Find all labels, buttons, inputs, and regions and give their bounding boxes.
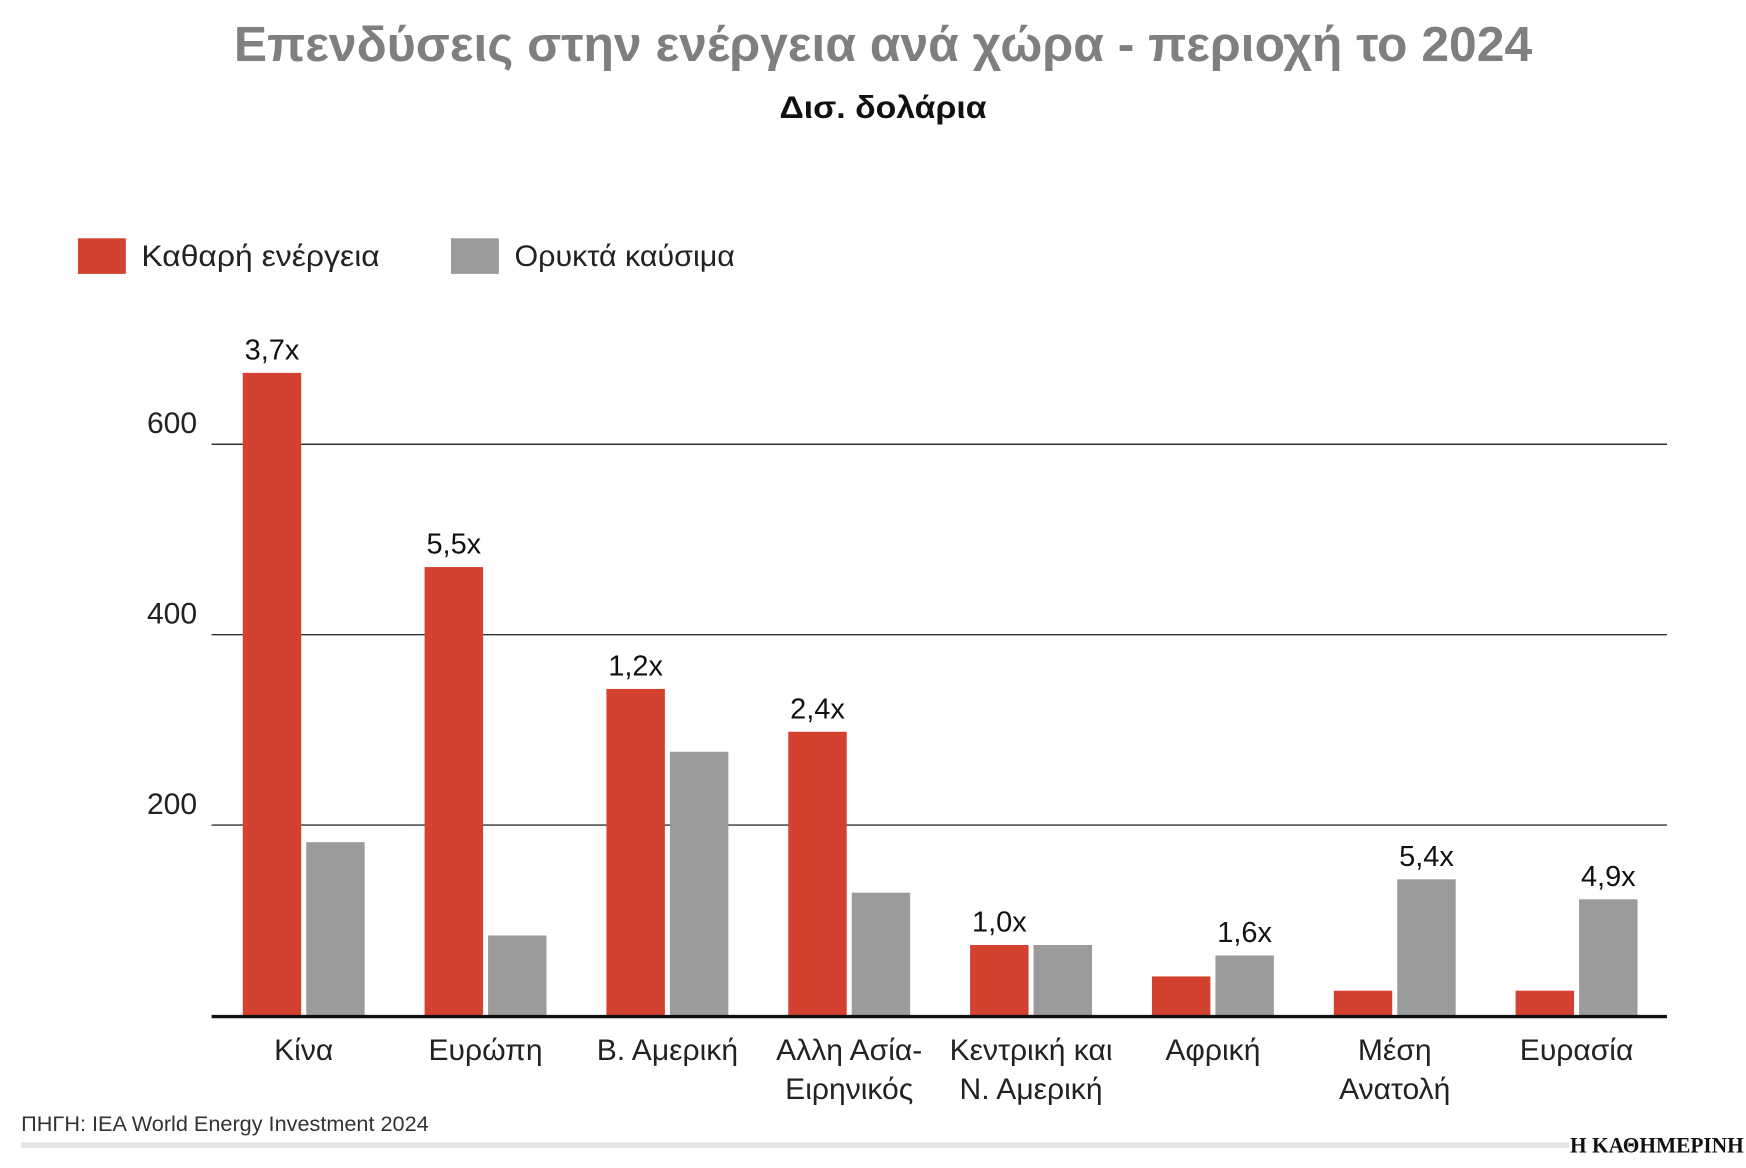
legend-swatch: [450, 238, 499, 274]
x-tick-label: Αλλη Ασία-: [776, 1034, 922, 1067]
bar: [1579, 899, 1638, 1016]
bar: [1397, 879, 1456, 1016]
bars: [211, 372, 1667, 1019]
x-tick-label: Ανατολή: [1339, 1073, 1450, 1106]
bar: [1151, 976, 1211, 1016]
grid: 200 400 600: [147, 407, 1667, 826]
bar: [669, 751, 729, 1016]
x-tick-label: Ευρασία: [1520, 1034, 1634, 1067]
x-tick-label: Κεντρική και: [950, 1034, 1113, 1067]
x-tick-label: Ειρηνικός: [785, 1073, 913, 1106]
x-tick-label: Μέση: [1358, 1034, 1432, 1067]
logo: Η ΚΑΘΗΜΕΡΙΝΗ: [1570, 1132, 1744, 1157]
y-tick-label: 200: [147, 788, 197, 821]
data-label: 5,4x: [1399, 841, 1454, 873]
y-tick-label: 600: [147, 407, 197, 440]
data-label: 1,6x: [1217, 917, 1272, 949]
legend-swatch: [77, 238, 126, 274]
data-label: 3,7x: [245, 335, 300, 367]
legend: Καθαρή ενέργεια Ορυκτά καύσιμα: [77, 238, 735, 274]
chart-title: Επενδύσεις στην ενέργεια ανά χώρα - περι…: [234, 18, 1532, 72]
x-tick-label: Ν. Αμερική: [960, 1073, 1103, 1106]
y-tick-label: 400: [147, 598, 197, 631]
bar: [851, 892, 911, 1016]
x-tick-label: Β. Αμερική: [597, 1034, 738, 1067]
legend-label: Ορυκτά καύσιμα: [514, 240, 734, 273]
bar: [242, 372, 302, 1016]
bar: [424, 567, 484, 1016]
data-label: 4,9x: [1581, 861, 1636, 893]
data-label: 2,4x: [790, 693, 845, 725]
bar: [1215, 955, 1274, 1016]
bar: [1515, 990, 1575, 1016]
data-label: 5,5x: [426, 529, 481, 561]
bar: [606, 688, 665, 1016]
data-label: 1,2x: [608, 651, 663, 683]
bar: [788, 731, 847, 1016]
bar: [1333, 990, 1393, 1016]
bar: [970, 945, 1029, 1016]
data-label: 1,0x: [972, 907, 1027, 939]
x-tick-label: Αφρική: [1165, 1034, 1260, 1067]
bar: [488, 935, 547, 1016]
labels: 3,7x Κίνα 5,5x Ευρώπη 1,2x Β. Αμερική 2,4x Αλλη…: [245, 335, 1637, 1106]
legend-label: Καθαρή ενέργεια: [141, 240, 379, 273]
footer-rule: [21, 1142, 1569, 1148]
x-tick-label: Κίνα: [274, 1034, 333, 1067]
source-note: ΠΗΓΗ: IEA World Energy Investment 2024: [21, 1113, 429, 1136]
bar: [1033, 945, 1093, 1016]
chart-subtitle: Δισ. δολάρια: [779, 90, 986, 125]
bar: [306, 842, 365, 1016]
x-tick-label: Ευρώπη: [429, 1034, 543, 1067]
